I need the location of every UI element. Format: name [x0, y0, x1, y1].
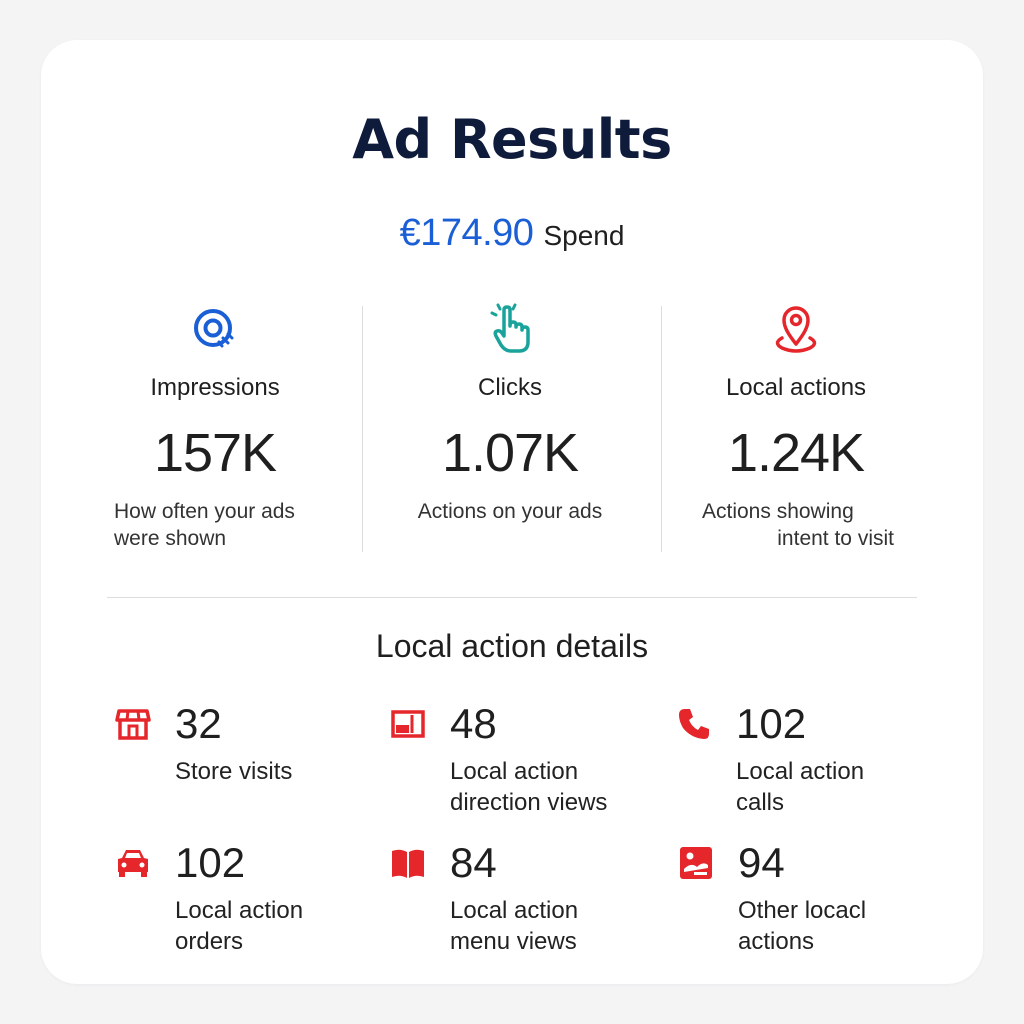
detail-orders: 102 Local action orders	[115, 839, 385, 959]
metric-description-line: Actions showing	[702, 500, 854, 523]
spend-label: Spend	[543, 220, 625, 251]
metric-description: Actions showing intent to visit	[686, 498, 906, 552]
detail-label: Store visits	[175, 758, 293, 785]
menu-book-icon	[392, 849, 424, 878]
detail-label: Local action direction views	[450, 758, 608, 816]
other-actions-icon	[680, 847, 712, 879]
detail-value: 102	[175, 839, 246, 886]
metric-value: 1.24K	[727, 423, 865, 483]
metric-clicks: Clicks 1.07K Actions on your ads	[380, 300, 640, 525]
detail-calls: 102 Local action calls	[676, 700, 946, 820]
ad-results-card	[41, 40, 983, 984]
spend-summary: €174.90 Spend	[0, 212, 1024, 255]
column-divider	[661, 306, 662, 552]
metric-description: How often your ads were shown	[114, 500, 295, 550]
detail-label: Other locacl actions	[738, 897, 867, 955]
metric-description-line: intent to visit	[777, 527, 894, 550]
car-icon	[118, 850, 148, 877]
detail-value: 94	[738, 839, 785, 886]
store-icon	[115, 709, 151, 740]
details-section-title: Local action details	[375, 628, 649, 664]
tap-click-icon	[490, 303, 530, 353]
detail-value: 102	[736, 700, 807, 747]
metric-description: Actions on your ads	[417, 500, 603, 523]
metric-label: Clicks	[478, 374, 542, 401]
directions-panel-icon	[391, 710, 425, 738]
detail-label: Local action orders	[175, 897, 304, 955]
location-pin-icon	[775, 306, 817, 353]
phone-icon	[679, 709, 709, 739]
detail-other-actions: 94 Other locacl actions	[678, 839, 948, 959]
spend-amount: €174.90	[399, 212, 534, 254]
detail-value: 84	[450, 839, 497, 886]
metric-label: Local actions	[725, 374, 867, 401]
metric-label: Impressions	[150, 374, 280, 401]
column-divider	[362, 306, 363, 552]
section-divider	[107, 597, 917, 598]
detail-value: 32	[175, 700, 222, 747]
detail-value: 48	[450, 700, 497, 747]
detail-label: Local action calls	[736, 758, 865, 816]
metric-value: 1.07K	[441, 423, 579, 483]
metric-value: 157K	[153, 423, 277, 483]
detail-store-visits: 32 Store visits	[115, 700, 385, 820]
page-title: Ad Results	[352, 108, 672, 171]
metric-impressions: Impressions 157K How often your ads were…	[110, 300, 320, 552]
detail-label: Local action menu views	[450, 897, 579, 955]
impressions-eye-icon	[194, 309, 234, 348]
metric-local-actions: Local actions 1.24K Actions showing inte…	[686, 300, 906, 552]
detail-direction-views: 48 Local action direction views	[390, 700, 660, 820]
detail-menu-views: 84 Local action menu views	[390, 839, 660, 959]
